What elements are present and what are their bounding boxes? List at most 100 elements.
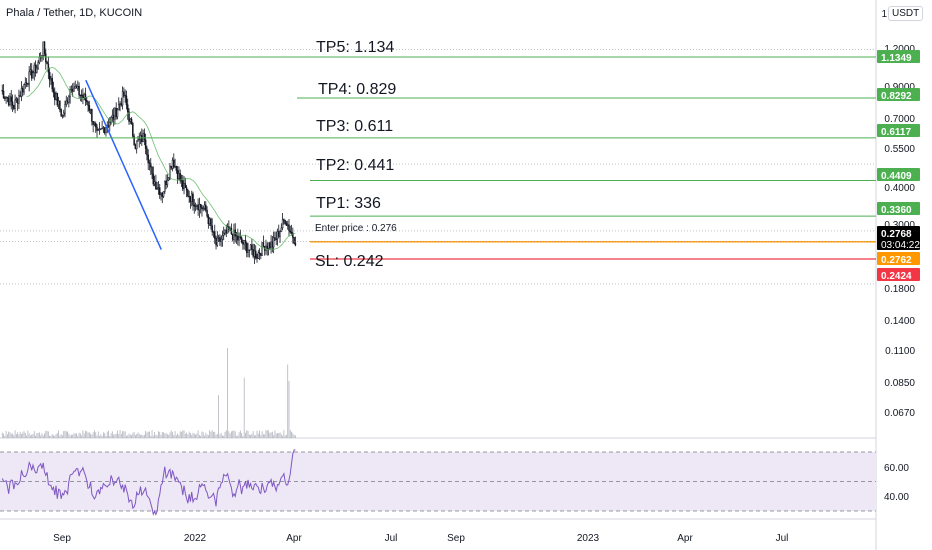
candle-body — [78, 85, 80, 96]
volume-bar — [26, 435, 27, 438]
price-tag — [877, 168, 920, 181]
candle-body — [220, 238, 222, 242]
candle-body — [226, 226, 229, 234]
volume-bar — [83, 433, 85, 438]
candle-body — [167, 177, 170, 181]
volume-bar — [248, 434, 250, 438]
price-tick-label: 0.0850 — [884, 378, 915, 389]
candle-body — [289, 230, 292, 233]
candle-body — [169, 165, 171, 179]
chart-title: Phala / Tether, 1D, KUCOIN — [6, 7, 143, 19]
candle-body — [10, 96, 12, 102]
candle-body — [202, 207, 204, 210]
volume-bar — [33, 431, 35, 438]
volume-bar — [274, 430, 276, 438]
volume-bar — [103, 432, 104, 438]
volume-bar — [24, 432, 26, 438]
candle-body — [286, 224, 289, 226]
volume-bar — [60, 434, 62, 438]
volume-bar — [13, 435, 15, 438]
candle-body — [151, 166, 153, 175]
volume-bar — [159, 431, 161, 438]
volume-bar — [204, 435, 205, 438]
candle-body — [66, 100, 69, 103]
candle-body — [290, 231, 293, 234]
candle-body — [83, 94, 85, 98]
volume-bar — [174, 431, 176, 438]
candle-body — [185, 187, 188, 191]
candle-body — [94, 123, 97, 128]
rsi-tick-label: 40.00 — [884, 492, 909, 503]
candle-body — [119, 103, 121, 105]
volume-bar — [209, 430, 211, 438]
volume-bar — [32, 433, 34, 438]
candle-body — [126, 104, 129, 112]
volume-bar — [205, 432, 207, 438]
volume-bar — [228, 431, 230, 438]
volume-bar — [12, 433, 13, 438]
volume-bar — [255, 435, 257, 438]
volume-bar — [282, 435, 283, 438]
volume-bar — [54, 435, 56, 438]
currency-badge[interactable]: USDT — [888, 6, 924, 21]
volume-bar — [215, 434, 217, 438]
candle-body — [178, 173, 180, 180]
candle-body — [6, 96, 9, 99]
volume-bar — [161, 431, 163, 438]
volume-bar — [41, 433, 43, 438]
volume-bar — [287, 364, 289, 438]
volume-bar — [186, 432, 187, 438]
volume-bar — [278, 433, 280, 438]
candle-body — [261, 242, 263, 256]
candle-body — [47, 63, 50, 73]
volume-bar — [120, 433, 122, 438]
volume-bar — [156, 435, 158, 438]
volume-bar — [146, 432, 148, 438]
candle-body — [74, 86, 76, 89]
volume-bar — [269, 432, 271, 438]
volume-bar — [113, 434, 115, 438]
volume-bar — [181, 431, 182, 438]
candle-body — [219, 237, 221, 242]
candle-body — [60, 109, 62, 117]
volume-bar — [140, 435, 141, 438]
volume-bar — [286, 434, 287, 438]
volume-bar — [224, 431, 226, 438]
candle-body — [212, 231, 215, 233]
price-tag-label: 0.2424 — [881, 271, 912, 282]
volume-bar — [158, 431, 159, 438]
candle-body — [16, 98, 19, 104]
candle-body — [110, 116, 112, 123]
candle-body — [55, 92, 57, 100]
volume-bar — [45, 430, 47, 438]
volume-bar — [135, 435, 136, 438]
volume-bar — [95, 432, 97, 438]
volume-bar — [250, 434, 251, 438]
price-tag — [877, 237, 920, 250]
candle-body — [256, 257, 258, 259]
volume-bar — [127, 435, 129, 438]
candle-body — [133, 136, 135, 146]
volume-bar — [87, 432, 89, 438]
candle-body — [283, 219, 285, 221]
volume-bar — [44, 433, 45, 438]
candle-body — [237, 235, 239, 241]
volume-bar — [91, 434, 93, 438]
candle-body — [152, 173, 155, 185]
candle-body — [197, 205, 199, 211]
trendline — [85, 79, 162, 250]
candle-body — [265, 245, 267, 251]
volume-bar — [211, 430, 213, 438]
candle-body — [225, 229, 228, 234]
candle-body — [77, 85, 79, 89]
volume-bar — [138, 433, 140, 438]
candle-body — [275, 238, 277, 240]
volume-bar — [136, 434, 138, 438]
price-tick-label: 0.9000 — [884, 82, 915, 93]
volume-bar — [151, 430, 153, 438]
volume-bar — [201, 431, 203, 438]
volume-bar — [21, 433, 22, 438]
candle-body — [62, 112, 65, 116]
candle-body — [138, 138, 140, 141]
